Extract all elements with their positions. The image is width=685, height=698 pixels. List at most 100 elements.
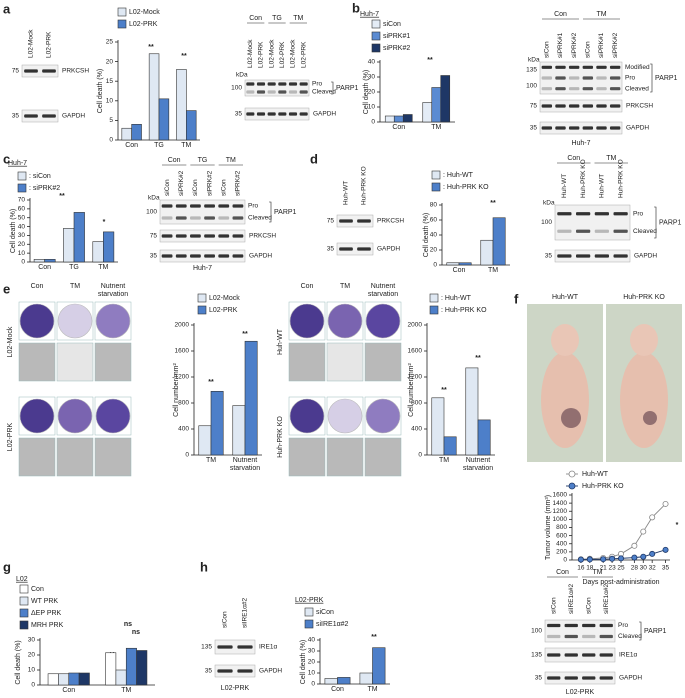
panel-letter: f [514, 291, 519, 306]
legend-label: Huh-WT [582, 471, 609, 478]
protein-label: PRKCSH [249, 233, 276, 240]
micrograph [288, 437, 326, 477]
band [299, 112, 308, 116]
y-tick-label: 15 [106, 78, 114, 85]
y-tick-label: 50 [18, 214, 26, 221]
column-label-box: Con [30, 283, 44, 290]
legend-swatch [304, 619, 314, 629]
annotation: ** [427, 57, 433, 64]
y-tick-label: 10 [368, 104, 376, 111]
band [299, 82, 308, 86]
band [547, 634, 561, 639]
y-tick-label: 1400 [553, 500, 568, 507]
band-label: Cleaved [248, 215, 272, 222]
band [161, 254, 173, 258]
annotation: ** [441, 387, 447, 394]
marker-label: 100 [526, 83, 537, 90]
annotation: ns [132, 629, 140, 636]
band [24, 114, 38, 118]
y-tick-label: 30 [28, 637, 36, 644]
y-tick-label: 400 [411, 426, 422, 433]
x-tick-label: Nutrient starvation [229, 457, 261, 472]
lane-label: siPRK#2 [612, 32, 619, 58]
band [190, 254, 201, 258]
lane-label: siCon [585, 41, 592, 58]
band [576, 254, 591, 258]
band [613, 229, 628, 233]
y-tick-label: 0 [311, 681, 315, 688]
bar [73, 212, 85, 263]
band [596, 76, 607, 80]
band [613, 254, 628, 258]
legend-swatch [304, 607, 314, 617]
band [204, 204, 215, 208]
band [599, 623, 613, 628]
lane-label: L02-Mock [290, 39, 297, 68]
band [609, 76, 621, 80]
column-label: TM [69, 283, 81, 290]
protein-label: PARP1 [336, 85, 359, 92]
bar [458, 262, 472, 266]
marker-label: 35 [235, 111, 243, 118]
group-label: TM [606, 155, 616, 162]
column-label: Con [30, 283, 44, 290]
annotation: ** [490, 200, 496, 207]
y-tick-label: 20 [368, 89, 376, 96]
y-tick-label: 1200 [408, 374, 423, 381]
column-label-box: TM [69, 283, 81, 290]
bar [324, 678, 338, 685]
band [594, 254, 609, 258]
marker-label: 35 [530, 125, 538, 132]
protein-label: IRE1α [259, 644, 277, 651]
micrograph [56, 342, 94, 382]
marker-label: 100 [531, 628, 542, 635]
band [217, 669, 233, 673]
band [204, 254, 215, 258]
bar [131, 124, 142, 141]
bar [431, 87, 442, 123]
band [42, 69, 56, 73]
band [288, 82, 298, 86]
chart-title: L02 [16, 576, 28, 583]
band [218, 234, 230, 238]
y-tick-label: 600 [556, 532, 567, 539]
band [557, 254, 572, 258]
legend-label: : Huh-PRK KO [443, 184, 489, 191]
x-tick-label: 35 [662, 565, 670, 572]
y-tick-label: 5 [109, 117, 113, 124]
band [217, 645, 233, 649]
legend-swatch [17, 183, 27, 193]
plate [57, 398, 93, 434]
band [161, 234, 173, 238]
legend-swatch [19, 596, 29, 606]
bar [446, 262, 460, 266]
band [175, 204, 187, 208]
panel-letter: g [3, 559, 11, 574]
band [24, 69, 38, 73]
band [594, 212, 609, 216]
bar [148, 53, 160, 141]
band [596, 104, 607, 108]
band [232, 216, 244, 220]
bar [125, 647, 137, 686]
band [564, 653, 578, 657]
lane-label: siPRK#1 [557, 32, 564, 58]
chart-title: Huh-7 [360, 11, 379, 18]
x-tick-label-box: Con [62, 687, 75, 694]
x-tick-label: Con [452, 267, 466, 274]
mouse-body [620, 352, 668, 448]
blot-footer: L02-PRK [566, 689, 595, 696]
band [599, 634, 613, 639]
x-tick-label: 25 [617, 565, 625, 572]
bracket [650, 63, 653, 93]
bar [33, 259, 45, 263]
y-tick-label: 10 [28, 667, 36, 674]
bar [63, 228, 75, 263]
kda-label: kDa [543, 200, 555, 207]
band [256, 90, 266, 94]
blot-strip [21, 109, 59, 123]
legend-label: : Huh-WT [441, 295, 472, 302]
series-line [580, 503, 666, 560]
band [557, 212, 572, 216]
y-tick-label: 2000 [175, 322, 190, 329]
